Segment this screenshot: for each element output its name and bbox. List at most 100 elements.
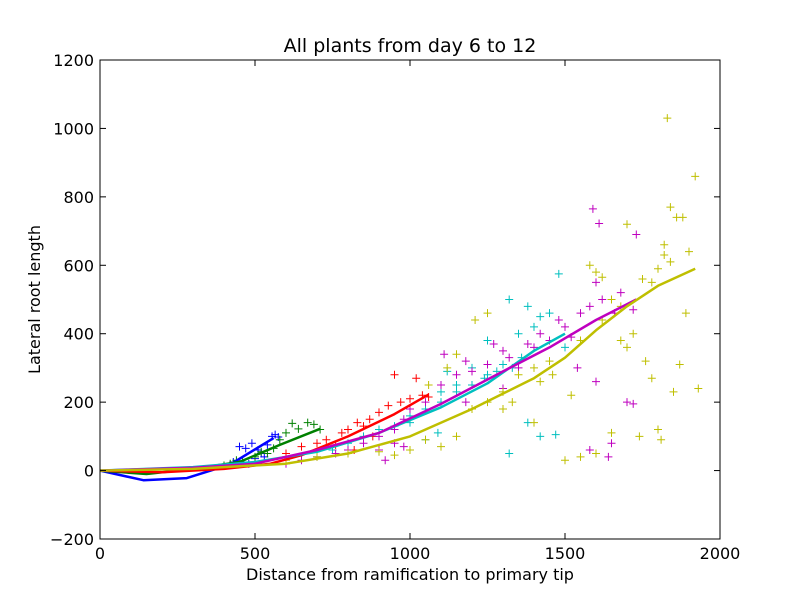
data-point-cyan [554,269,563,278]
x-tick-label: 1500 [545,544,586,563]
data-point-yellow [660,240,669,249]
data-point-blue [241,444,250,453]
data-point-yellow [607,295,616,304]
trend-line-yellow [100,267,696,472]
data-point-magenta [399,442,408,451]
data-point-cyan [505,295,514,304]
data-point-yellow [443,363,452,372]
data-point-magenta [421,398,430,407]
data-point-red [412,374,421,383]
y-tick-label: 1200 [53,51,94,70]
data-point-magenta [514,363,523,372]
data-point-yellow [390,451,399,460]
data-point-cyan [523,302,532,311]
data-point-magenta [561,322,569,331]
data-point-yellow [514,370,523,379]
data-point-magenta [629,305,638,314]
data-point-cyan [437,387,445,396]
line-layer [100,267,696,482]
data-point-yellow [561,456,569,465]
data-point-magenta [598,295,607,304]
y-tick-label: −200 [50,530,94,549]
data-point-cyan [452,381,461,390]
data-point-yellow [592,268,600,277]
data-point-yellow [616,336,625,345]
data-point-yellow [654,264,662,273]
data-point-cyan [505,449,514,458]
data-point-yellow [691,172,700,181]
data-point-yellow [536,377,545,386]
data-point-yellow [669,387,678,396]
data-point-magenta [483,360,492,369]
data-point-yellow [598,273,607,282]
x-tick-label: 1000 [390,544,431,563]
y-axis-label: Lateral root length [25,225,44,374]
trend-line-blue [100,437,275,482]
data-point-magenta [505,353,514,362]
series-yellow-markers [282,114,703,465]
x-tick-label: 0 [95,544,105,563]
data-point-magenta [585,302,594,311]
data-point-magenta [359,439,368,448]
data-point-magenta [573,363,582,372]
data-point-yellow [548,370,557,379]
data-point-yellow [654,425,662,434]
data-point-magenta [576,309,585,318]
data-point-green [275,435,284,444]
data-point-blue [235,442,244,451]
data-point-yellow [647,278,656,287]
y-tick-label: 400 [63,325,94,344]
data-point-magenta [468,367,476,376]
x-tick-label: 500 [240,544,271,563]
data-point-yellow [635,432,644,441]
data-point-magenta [554,316,563,325]
data-point-cyan [483,336,492,345]
data-point-yellow [471,316,480,325]
data-point-red [322,435,331,444]
data-point-yellow [660,251,669,260]
data-point-yellow [585,261,594,270]
data-point-magenta [437,381,445,390]
data-point-yellow [607,428,616,437]
data-point-magenta [588,204,597,213]
data-point-magenta [604,452,613,461]
series-cyan-markers [313,269,569,461]
data-point-cyan [433,428,442,437]
data-point-yellow [421,435,430,444]
data-point-magenta [592,278,600,287]
data-point-yellow [576,452,585,461]
data-point-magenta [440,350,449,359]
data-point-yellow [424,381,433,390]
data-point-cyan [536,432,545,441]
data-point-yellow [567,391,576,400]
data-point-yellow [681,309,690,318]
data-point-magenta [616,288,625,297]
data-point-cyan [561,343,569,352]
data-point-red [297,442,306,451]
data-point-magenta [461,357,470,366]
data-point-yellow [530,418,538,427]
trend-line-magenta [100,298,637,472]
y-tick-label: 600 [63,256,94,275]
data-point-magenta [595,219,604,228]
data-point-red [384,401,393,410]
data-point-yellow [638,274,647,283]
data-point-green [309,420,318,429]
data-point-yellow [685,247,693,256]
data-point-cyan [551,430,560,439]
data-point-cyan [499,360,507,369]
data-point-red [375,408,383,417]
data-point-yellow [623,220,631,229]
data-point-yellow [675,360,684,369]
data-point-yellow [406,446,414,455]
data-point-yellow [592,449,600,458]
data-point-red [406,394,414,403]
data-point-cyan [514,329,523,338]
data-point-magenta [585,446,594,455]
data-point-magenta [607,439,616,448]
data-point-yellow [483,309,492,318]
x-axis-label: Distance from ramification to primary ti… [246,565,574,584]
